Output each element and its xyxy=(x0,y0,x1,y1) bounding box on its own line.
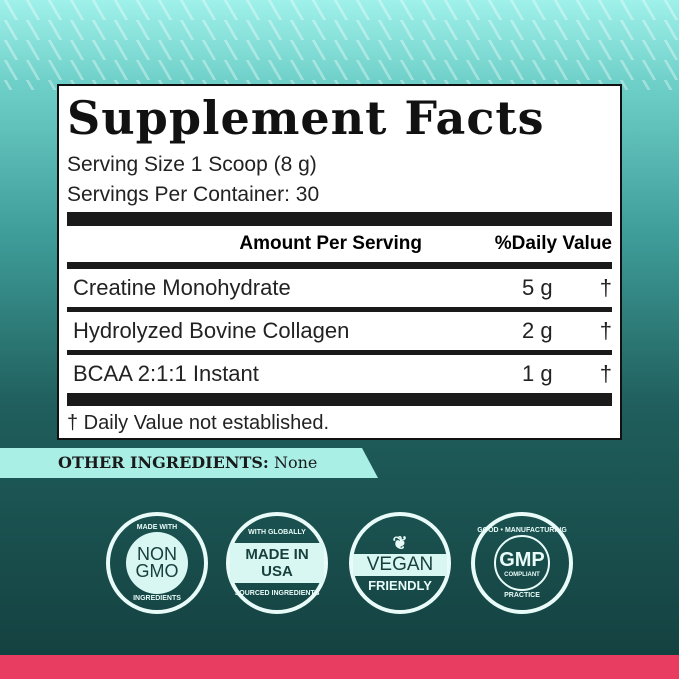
badge-main: GMP xyxy=(499,548,545,571)
made-in-usa-badge: WITH GLOBALLY MADE IN USA SOURCED INGRED… xyxy=(226,512,328,614)
header-dv: %Daily Value xyxy=(494,233,612,254)
header-amount: Amount Per Serving xyxy=(239,233,422,254)
non-gmo-badge: MADE WITH NON GMO INGREDIENTS xyxy=(106,512,208,614)
serving-size: Serving Size 1 Scoop (8 g) xyxy=(67,153,317,176)
divider xyxy=(67,307,612,312)
leaf-icon: ❦ xyxy=(392,533,408,553)
badge-bottom: INGREDIENTS xyxy=(133,595,181,602)
other-label: OTHER INGREDIENTS: xyxy=(58,453,269,472)
badge-main: MADE IN USA xyxy=(230,543,324,583)
badge-top: MADE WITH xyxy=(136,524,178,531)
badge-main: VEGAN xyxy=(353,554,447,576)
other-ingredients: OTHER INGREDIENTS: None xyxy=(0,448,378,478)
row-dv: † xyxy=(599,275,612,300)
badge-bottom: PRACTICE xyxy=(504,592,540,599)
row-dv: † xyxy=(599,318,612,343)
gmp-badge: GOOD • MANUFACTURING GMP COMPLIANT PRACTI… xyxy=(471,512,573,614)
table-row: Hydrolyzed Bovine Collagen 2 g † xyxy=(67,312,612,350)
row-amount: 2 g xyxy=(522,318,553,343)
accent-bar xyxy=(0,655,679,679)
triangle-pattern xyxy=(0,0,679,90)
servings-per-container: Servings Per Container: 30 xyxy=(67,183,320,206)
badge-main: GMO xyxy=(135,561,179,581)
divider xyxy=(67,212,612,226)
divider xyxy=(67,393,612,406)
divider xyxy=(67,350,612,355)
footnote: † Daily Value not established. xyxy=(67,412,330,434)
vegan-badge: ❦ VEGAN FRIENDLY xyxy=(349,512,451,614)
table-row: BCAA 2:1:1 Instant 1 g † xyxy=(67,355,612,393)
badge-bottom: SOURCED INGREDIENTS xyxy=(234,590,320,597)
badge-sub: COMPLIANT xyxy=(504,571,540,578)
row-name: Hydrolyzed Bovine Collagen xyxy=(73,318,350,343)
other-value: None xyxy=(273,453,318,472)
row-name: Creatine Monohydrate xyxy=(73,275,291,300)
badge-top: GOOD • MANUFACTURING xyxy=(477,527,567,534)
table-header: Amount Per Serving %Daily Value xyxy=(67,226,612,262)
table-row: Creatine Monohydrate 5 g † xyxy=(67,269,612,307)
row-name: BCAA 2:1:1 Instant xyxy=(73,361,259,386)
badge-top: WITH GLOBALLY xyxy=(248,529,306,536)
row-dv: † xyxy=(599,361,612,386)
row-amount: 5 g xyxy=(522,275,553,300)
facts-title: Supplement Facts xyxy=(67,91,545,145)
badge-sub: FRIENDLY xyxy=(368,578,432,593)
badge-main: NON xyxy=(137,544,177,564)
divider xyxy=(67,262,612,269)
supplement-facts-panel: Supplement Facts Serving Size 1 Scoop (8… xyxy=(57,84,622,440)
row-amount: 1 g xyxy=(522,361,553,386)
